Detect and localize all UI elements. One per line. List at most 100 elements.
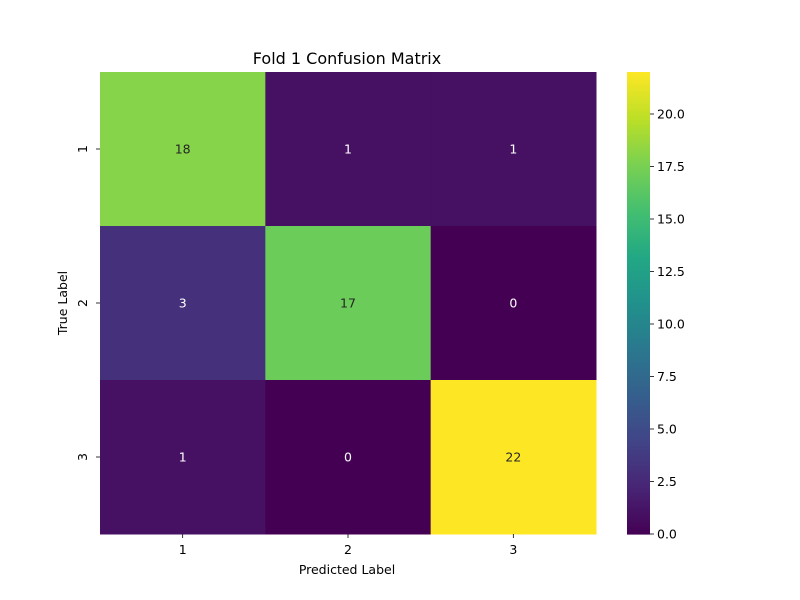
colorbar-strip <box>627 164 650 167</box>
colorbar-strip <box>627 158 650 161</box>
cell-value-r3-c2: 0 <box>344 450 352 465</box>
colorbar-strip <box>627 420 650 423</box>
colorbar-strip <box>627 308 650 311</box>
colorbar-strip <box>627 484 650 487</box>
colorbar-strip <box>627 264 650 267</box>
colorbar-strip <box>627 260 650 263</box>
colorbar-strip <box>627 478 650 481</box>
colorbar-strip <box>627 344 650 347</box>
colorbar-strip <box>627 138 650 141</box>
colorbar-strip <box>627 366 650 369</box>
cell-value-r1-c2: 1 <box>344 142 352 157</box>
colorbar-strip <box>627 354 650 357</box>
colorbar-strip <box>627 278 650 281</box>
colorbar-strip <box>627 208 650 211</box>
colorbar-strip <box>627 254 650 257</box>
colorbar-strip <box>627 454 650 457</box>
colorbar-strip <box>627 242 650 245</box>
colorbar-strip <box>627 144 650 147</box>
colorbar-strip <box>627 146 650 149</box>
heatmap-cell-r1-c1 <box>100 72 266 227</box>
colorbar-strip <box>627 390 650 393</box>
colorbar-strip <box>627 362 650 365</box>
colorbar-strip <box>627 248 650 251</box>
colorbar-strip <box>627 494 650 497</box>
colorbar-strip <box>627 332 650 335</box>
colorbar-strip <box>627 224 650 227</box>
colorbar-strip <box>627 418 650 421</box>
colorbar-strip <box>627 298 650 301</box>
colorbar-strip <box>627 492 650 495</box>
colorbar-strip <box>627 226 650 229</box>
colorbar-strip <box>627 382 650 385</box>
colorbar-strip <box>627 258 650 261</box>
y-axis-label: True Label <box>55 271 70 336</box>
cell-value-r2-c2: 17 <box>340 296 356 311</box>
colorbar-strip <box>627 236 650 239</box>
colorbar-strip <box>627 304 650 307</box>
colorbar-strip <box>627 412 650 415</box>
colorbar-strip <box>627 408 650 411</box>
colorbar-strip <box>627 360 650 363</box>
colorbar-strip <box>627 356 650 359</box>
colorbar-strip <box>627 194 650 197</box>
colorbar-strip <box>627 128 650 131</box>
colorbar-strip <box>627 318 650 321</box>
colorbar-strip <box>627 130 650 133</box>
colorbar-strip <box>627 384 650 387</box>
colorbar-strip <box>627 180 650 183</box>
colorbar-strip <box>627 504 650 507</box>
heatmap-cell-r1-c3 <box>430 72 597 227</box>
colorbar-strip <box>627 464 650 467</box>
colorbar-strip <box>627 118 650 121</box>
colorbar-strip <box>627 72 650 75</box>
colorbar-strip <box>627 364 650 367</box>
colorbar-strip <box>627 396 650 399</box>
colorbar-strip <box>627 192 650 195</box>
colorbar-strip <box>627 124 650 127</box>
colorbar-strip <box>627 206 650 209</box>
colorbar-strip <box>627 372 650 375</box>
colorbar-strip <box>627 462 650 465</box>
colorbar-strip <box>627 230 650 233</box>
colorbar-strip <box>627 246 650 249</box>
colorbar-strip <box>627 272 650 275</box>
colorbar-strip <box>627 340 650 343</box>
colorbar-strip <box>627 92 650 95</box>
cell-value-r2-c3: 0 <box>509 296 517 311</box>
colorbar-strip <box>627 524 650 527</box>
colorbar-strip <box>627 160 650 163</box>
colorbar-strip <box>627 216 650 219</box>
colorbar-strip <box>627 444 650 447</box>
colorbar-strip <box>627 220 650 223</box>
colorbar-strip <box>627 110 650 113</box>
colorbar-strip <box>627 388 650 391</box>
colorbar-strip <box>627 300 650 303</box>
x-axis-ticks: 1 2 3 <box>179 534 517 557</box>
colorbar-strip <box>627 316 650 319</box>
colorbar-strip <box>627 346 650 349</box>
colorbar-strip <box>627 338 650 341</box>
colorbar-strip <box>627 512 650 515</box>
colorbar-strip <box>627 532 650 535</box>
colorbar-strip <box>627 82 650 85</box>
colorbar-strip <box>627 170 650 173</box>
colorbar-strip <box>627 184 650 187</box>
colorbar-strip <box>627 528 650 531</box>
colorbar-strip <box>627 102 650 105</box>
colorbar-strip <box>627 274 650 277</box>
colorbar-strip <box>627 238 650 241</box>
colorbar-strip <box>627 240 650 243</box>
colorbar-strip <box>627 244 650 247</box>
colorbar-strip <box>627 400 650 403</box>
colorbar-strip <box>627 74 650 77</box>
colorbar-strip <box>627 456 650 459</box>
colorbar-strip <box>627 386 650 389</box>
colorbar-strip <box>627 434 650 437</box>
colorbar-strip <box>627 482 650 485</box>
colorbar-strip <box>627 472 650 475</box>
colorbar-strip <box>627 416 650 419</box>
colorbar-strip <box>627 508 650 511</box>
colorbar-strip <box>627 122 650 125</box>
colorbar-tick-label: 5.0 <box>657 422 677 437</box>
